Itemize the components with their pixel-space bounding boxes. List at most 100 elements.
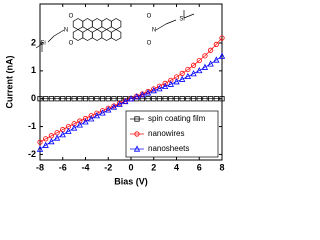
data-point (93, 112, 101, 119)
molecule-ring (110, 18, 122, 30)
data-point (219, 96, 225, 102)
atom-label: O (147, 41, 152, 47)
data-point (168, 96, 174, 102)
data-point (156, 96, 163, 102)
x-tick-label: 2 (151, 162, 156, 172)
data-point (59, 131, 66, 138)
data-point (105, 106, 112, 113)
x-tick-label: 4 (174, 162, 179, 172)
molecule-ring (91, 18, 103, 30)
data-point (133, 93, 140, 100)
data-point (208, 96, 214, 102)
x-tick-label: 0 (128, 162, 133, 172)
data-point (179, 75, 186, 82)
x-axis-label: Bias (V) (114, 176, 148, 186)
data-point (190, 70, 197, 77)
data-point (110, 103, 118, 110)
molecule-bond (47, 35, 55, 43)
molecule-bond (183, 13, 195, 19)
molecule-ring (72, 29, 84, 41)
y-tick-label: 0 (31, 93, 36, 103)
data-point (161, 82, 169, 90)
data-point (134, 116, 140, 122)
data-point (127, 95, 135, 102)
data-point (162, 96, 168, 102)
x-tick-label: 8 (219, 162, 224, 172)
data-point (71, 96, 77, 102)
y-axis-label: Current (nA) (4, 56, 14, 109)
data-point (88, 113, 94, 119)
data-point (116, 100, 123, 107)
data-point (213, 41, 219, 47)
data-point (173, 96, 180, 102)
data-point (122, 97, 129, 105)
molecule-ring (72, 18, 84, 30)
x-tick-label: -4 (81, 162, 89, 172)
data-point (162, 80, 168, 86)
data-point (42, 141, 49, 148)
data-point (36, 145, 44, 152)
data-point (48, 133, 54, 139)
molecule-bond (53, 29, 65, 37)
data-point (202, 96, 208, 102)
molecule-ring (101, 29, 112, 41)
data-point (144, 89, 152, 96)
data-point (48, 96, 54, 102)
molecule-ring (82, 29, 93, 41)
data-point (43, 136, 49, 142)
data-point (94, 96, 100, 102)
data-point (53, 134, 61, 141)
legend-label: spin coating film (148, 114, 206, 123)
data-point (134, 131, 140, 137)
legend-label: nanowires (148, 129, 184, 138)
data-point (99, 109, 106, 116)
atom-label: O (69, 14, 74, 20)
data-point (88, 96, 94, 102)
y-tick-label: 1 (31, 65, 36, 75)
legend-label: nanosheets (148, 144, 189, 153)
atom-label: N (64, 28, 68, 34)
molecule-ring (82, 18, 93, 30)
data-point (207, 60, 214, 67)
data-point (179, 70, 185, 76)
data-point (219, 35, 225, 41)
chart: N N O O O O Si Si Bias (V) Current (nA) -8 -6 -4 -… (4, 3, 226, 186)
molecule-bond (155, 23, 167, 31)
data-point (208, 47, 214, 53)
data-point (185, 66, 191, 73)
data-point (190, 96, 197, 102)
data-point (37, 96, 43, 102)
data-point (150, 87, 157, 94)
y-tick-label: 2 (31, 37, 36, 47)
data-point (202, 53, 208, 59)
data-point (139, 91, 146, 98)
data-point (196, 66, 203, 74)
y-tick-label: -2 (28, 149, 36, 159)
atom-label: N (152, 28, 156, 34)
x-tick-label: -6 (59, 162, 67, 172)
molecule-bond (165, 19, 177, 25)
data-point (76, 121, 83, 128)
data-point (65, 127, 72, 134)
molecule-ring (101, 18, 112, 30)
data-point (145, 96, 151, 102)
molecule-bond (35, 43, 43, 49)
data-point (105, 105, 111, 111)
atom-label: Si (179, 17, 184, 23)
data-point (179, 96, 185, 102)
data-point (184, 72, 192, 80)
data-point (196, 57, 202, 64)
data-point (82, 96, 89, 102)
data-point (196, 96, 202, 102)
data-point (43, 96, 49, 102)
data-point (105, 96, 111, 102)
data-point (88, 115, 95, 122)
data-point (151, 96, 157, 102)
data-point (151, 86, 157, 92)
data-point (65, 96, 72, 102)
data-point (82, 115, 89, 122)
data-point (48, 138, 55, 145)
data-point (82, 118, 89, 125)
data-point (156, 85, 163, 92)
data-point (145, 88, 151, 95)
